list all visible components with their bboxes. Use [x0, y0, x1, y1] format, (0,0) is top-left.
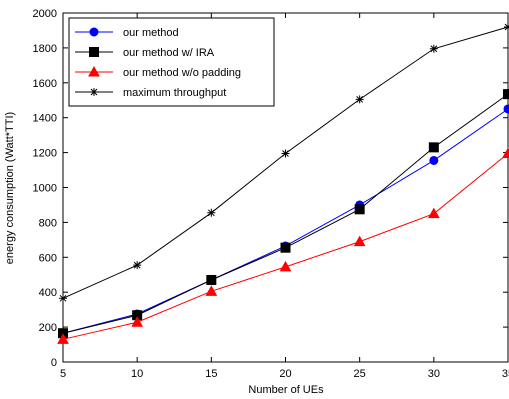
data-point [57, 333, 69, 344]
data-point [428, 142, 439, 153]
y-tick-label: 200 [39, 322, 57, 334]
x-axis-label: Number of UEs [248, 384, 324, 396]
data-point [131, 316, 144, 327]
data-point [354, 204, 365, 215]
legend-box [68, 17, 275, 107]
x-tick-label: 30 [428, 368, 440, 380]
data-point [280, 242, 291, 253]
legend-label: our method [123, 27, 179, 39]
legend-marker [89, 47, 99, 57]
data-point [281, 149, 290, 158]
legend-marker [88, 65, 100, 77]
y-tick-label: 600 [39, 252, 57, 264]
y-tick-label: 1800 [33, 43, 57, 55]
legend-label: our method w/ IRA [123, 47, 215, 59]
series-3 [59, 22, 509, 303]
y-tick-label: 1200 [33, 148, 57, 160]
y-tick-label: 1400 [33, 113, 57, 125]
series-2 [57, 147, 509, 344]
data-point [503, 89, 509, 100]
x-tick-label: 15 [205, 368, 217, 380]
data-point [207, 208, 216, 217]
y-axis-label: energy consumption (Watt*TTI) [4, 112, 16, 264]
legend-marker [90, 88, 98, 96]
data-point [279, 260, 292, 272]
x-tick-label: 5 [60, 368, 66, 380]
series-1 [58, 89, 509, 339]
data-point [503, 104, 509, 114]
y-tick-label: 1600 [33, 78, 57, 90]
y-tick-label: 800 [39, 217, 57, 229]
data-point [206, 274, 217, 285]
x-tick-label: 10 [131, 368, 143, 380]
y-tick-label: 400 [39, 287, 57, 299]
series-layer [57, 22, 509, 344]
legend-label: maximum throughput [123, 87, 226, 99]
data-point [502, 147, 509, 158]
data-point [504, 22, 509, 31]
data-point [59, 294, 67, 303]
x-tick-label: 35 [502, 368, 509, 380]
data-point [205, 285, 218, 296]
legend-marker [89, 27, 99, 37]
data-point [429, 155, 439, 165]
y-tick-label: 1000 [33, 183, 57, 195]
data-point [353, 235, 366, 247]
y-tick-label: 0 [51, 357, 57, 369]
data-point [133, 261, 142, 270]
x-tick-label: 25 [354, 368, 366, 380]
axes: 5 10 15 20 25 30 35 0 200 400 600 800 1000 1200 1400 16… [33, 8, 509, 380]
data-point [429, 44, 438, 53]
x-tick-label: 20 [279, 368, 291, 380]
data-point [427, 207, 440, 219]
legend-label: our method w/o padding [123, 67, 241, 79]
y-tick-label: 2000 [33, 8, 57, 20]
legend: our method our method w/ IRA our method w/… [68, 17, 275, 107]
data-point [355, 95, 364, 104]
